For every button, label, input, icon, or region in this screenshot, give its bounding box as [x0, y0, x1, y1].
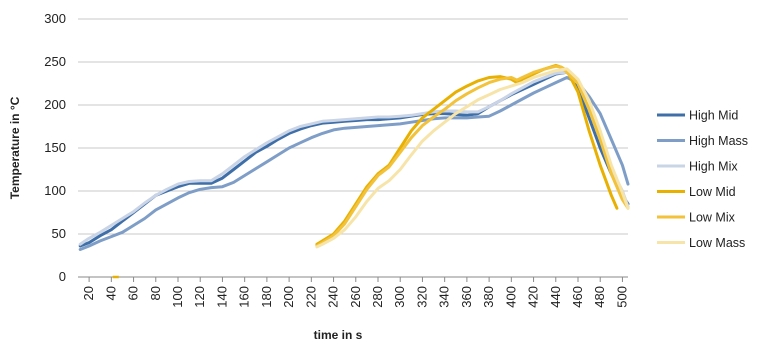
x-tick-label: 200: [281, 286, 296, 308]
x-tick-label: 60: [126, 286, 141, 300]
legend-label: High Mix: [689, 160, 738, 174]
y-tick-label: 250: [44, 54, 66, 69]
x-tick-label: 100: [170, 286, 185, 308]
x-tick-label: 20: [81, 286, 96, 300]
y-tick-label: 150: [44, 140, 66, 155]
gridlines: [78, 18, 628, 278]
y-tick-label: 300: [44, 11, 66, 26]
legend-label: High Mass: [689, 134, 748, 148]
x-tick-label: 120: [192, 286, 207, 308]
x-tick-label: 240: [326, 286, 341, 308]
series-line-high-mix: [78, 70, 630, 246]
x-tick-label: 80: [148, 286, 163, 300]
x-tick-label: 360: [459, 286, 474, 308]
y-tick-label: 100: [44, 183, 66, 198]
x-tick-label: 400: [503, 286, 518, 308]
x-tick-label: 340: [437, 286, 452, 308]
x-tick-label: 140: [214, 286, 229, 308]
x-tick-label: 480: [592, 286, 607, 308]
x-tick-label: 40: [103, 286, 118, 300]
legend-label: High Mid: [689, 109, 738, 123]
axes: 0 50 100 150 200 250 300 20 40 60 80 100 120 140 160 18…: [44, 11, 629, 308]
series-line-low-mix: [315, 64, 630, 248]
series-line-high-mass: [78, 76, 630, 251]
legend-label: Low Mix: [689, 211, 736, 225]
x-tick-label: 260: [348, 286, 363, 308]
y-tick-label: 50: [52, 226, 66, 241]
x-tick-label: 460: [570, 286, 585, 308]
x-tick-label: 440: [548, 286, 563, 308]
legend: High Mid High Mass High Mix Low Mid Low Mix L…: [657, 109, 748, 250]
x-tick-label: 420: [526, 286, 541, 308]
y-tick-label: 200: [44, 97, 66, 112]
y-tick-label: 0: [59, 269, 66, 284]
series-lines: [78, 63, 630, 279]
x-tick-label: 320: [414, 286, 429, 308]
x-axis-title: time in s: [314, 328, 363, 342]
legend-label: Low Mass: [689, 236, 745, 250]
x-tick-label: 380: [481, 286, 496, 308]
x-tick-label: 220: [303, 286, 318, 308]
x-tick-label: 300: [392, 286, 407, 308]
series-line-low-mass: [315, 67, 630, 249]
x-tick-label: 160: [237, 286, 252, 308]
x-tick-label: 180: [259, 286, 274, 308]
x-tick-label: 280: [370, 286, 385, 308]
y-axis-title: Temperature in °C: [8, 96, 22, 199]
legend-label: Low Mid: [689, 185, 736, 199]
x-tick-label: 500: [614, 286, 629, 308]
